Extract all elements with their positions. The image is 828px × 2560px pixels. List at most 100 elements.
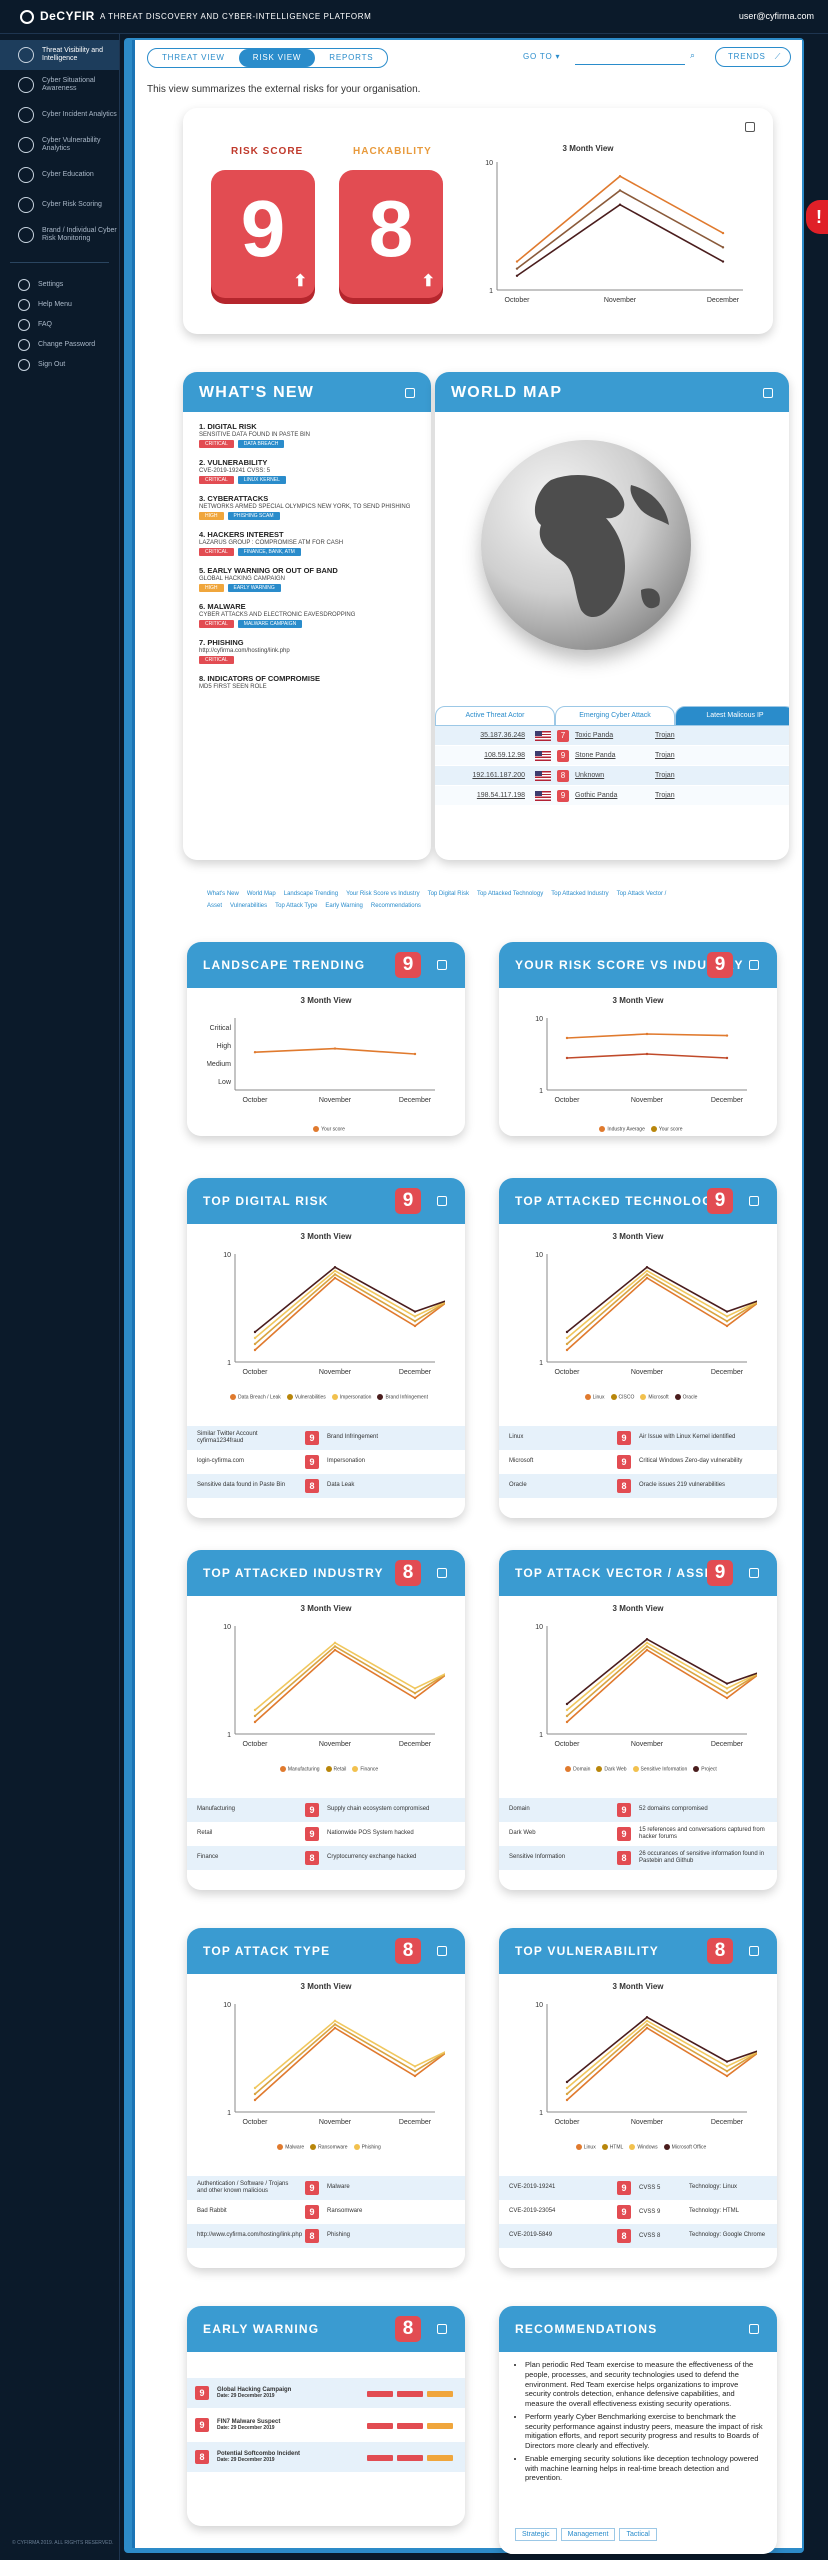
table-row[interactable]: Dark Web 9 15 references and conversations… xyxy=(499,1822,777,1846)
threat-actor[interactable]: Toxic Panda xyxy=(575,732,614,739)
quick-link[interactable]: Early Warning xyxy=(325,903,363,909)
table-row[interactable]: Bad Rabbit 9 Ransomware xyxy=(187,2200,465,2224)
goto-select[interactable]: GO TO ▾ xyxy=(523,52,560,61)
tab-emerging-cyber-attack[interactable]: Emerging Cyber Attack xyxy=(555,706,675,726)
quick-link[interactable]: Top Attacked Industry xyxy=(551,891,609,897)
sidebar-item-gauge[interactable]: Cyber Risk Scoring xyxy=(0,190,119,220)
quick-link[interactable]: World Map xyxy=(246,891,276,897)
tab-risk-view[interactable]: RISK VIEW xyxy=(238,49,316,67)
sidebar-item-radar[interactable]: Cyber Situational Awareness xyxy=(0,70,119,100)
sidebar-item-eye[interactable]: Threat Visibility and Intelligence xyxy=(0,40,119,70)
news-item[interactable]: 5. EARLY WARNING OR OUT OF BAND GLOBAL HA… xyxy=(199,566,421,592)
quick-link[interactable]: Top Attacked Technology xyxy=(476,891,544,897)
table-row[interactable]: Sensitive data found in Paste Bin 8 Data L… xyxy=(187,1474,465,1498)
search-icon[interactable]: ⌕ xyxy=(690,50,696,60)
tab-tactical[interactable]: Tactical xyxy=(619,2528,657,2541)
sidebar-item-bug[interactable]: Cyber Vulnerability Analytics xyxy=(0,130,119,160)
quick-link[interactable]: Top Attack Type xyxy=(275,903,318,909)
user-email[interactable]: user@cyfirma.com xyxy=(738,11,814,21)
expand-icon[interactable] xyxy=(749,960,759,970)
tab-reports[interactable]: REPORTS xyxy=(329,53,374,62)
table-row[interactable]: 108.59.12.98 9 Stone Panda Trojan xyxy=(435,746,789,766)
sidebar-item-faq[interactable]: FAQ xyxy=(0,315,119,335)
notification-badge[interactable]: ! xyxy=(806,200,828,234)
sidebar-item-analytics[interactable]: Cyber Incident Analytics xyxy=(0,100,119,130)
risk-badge[interactable]: 8 xyxy=(707,1938,733,1964)
quick-link[interactable]: Top Digital Risk xyxy=(427,891,469,897)
tab-active-threat-actor[interactable]: Active Threat Actor xyxy=(435,706,555,726)
table-row[interactable]: 35.187.36.248 7 Toxic Panda Trojan xyxy=(435,726,789,746)
table-row[interactable]: CVE-2019-19241 9 CVSS 5 Technology: Linux xyxy=(499,2176,777,2200)
quick-link[interactable]: Top Attack Vector / Asset xyxy=(207,891,667,909)
expand-icon[interactable] xyxy=(437,2324,447,2334)
risk-badge[interactable]: 8 xyxy=(395,2316,421,2342)
ip-address[interactable]: 108.59.12.98 xyxy=(484,752,525,759)
table-row[interactable]: 198.54.117.198 9 Gothic Panda Trojan xyxy=(435,786,789,806)
list-item[interactable]: 9 Global Hacking Campaign Date: 29 Decembe… xyxy=(187,2378,465,2408)
risk-badge[interactable]: 9 xyxy=(395,952,421,978)
goto-input[interactable] xyxy=(575,64,685,65)
expand-icon[interactable] xyxy=(437,1196,447,1206)
table-row[interactable]: Authentication / Software / Trojans and … xyxy=(187,2176,465,2200)
table-row[interactable]: Finance 8 Cryptocurrency exchange hacked xyxy=(187,1846,465,1870)
risk-badge[interactable]: 9 xyxy=(395,1188,421,1214)
expand-icon[interactable] xyxy=(405,388,415,398)
expand-icon[interactable] xyxy=(437,1568,447,1578)
tab-threat-view[interactable]: THREAT VIEW xyxy=(162,53,225,62)
expand-icon[interactable] xyxy=(749,1946,759,1956)
expand-icon[interactable] xyxy=(745,122,755,132)
expand-icon[interactable] xyxy=(763,388,773,398)
quick-link[interactable]: Recommendations xyxy=(370,903,421,909)
threat-actor[interactable]: Unknown xyxy=(575,772,605,779)
list-item[interactable]: 8 Potential Softcombo Incident Date: 29 De… xyxy=(187,2442,465,2472)
news-item[interactable]: 2. VULNERABILITY CVE-2019-19241 CVSS: 5 CR… xyxy=(199,458,421,484)
table-row[interactable]: CVE-2019-23054 9 CVSS 9 Technology: HTML xyxy=(499,2200,777,2224)
table-row[interactable]: Similar Twitter Account cyfirma1234fraud… xyxy=(187,1426,465,1450)
table-row[interactable]: Manufacturing 9 Supply chain ecosystem com… xyxy=(187,1798,465,1822)
threat-actor[interactable]: Stone Panda xyxy=(575,752,616,759)
table-row[interactable]: 192.161.187.200 8 Unknown Trojan xyxy=(435,766,789,786)
tab-management[interactable]: Management xyxy=(560,2528,616,2541)
quick-link[interactable]: Your Risk Score vs Industry xyxy=(346,891,420,897)
sidebar-item-gear[interactable]: Settings xyxy=(0,275,119,295)
brand-logo[interactable]: DeCYFIR xyxy=(20,9,95,24)
tab-strategic[interactable]: Strategic xyxy=(515,2528,557,2541)
hackability-tile[interactable]: 8 ⬆ xyxy=(339,170,443,298)
news-item[interactable]: 4. HACKERS INTEREST LAZARUS GROUP : COMPR… xyxy=(199,530,421,556)
table-row[interactable]: login-cyfirma.com 9 Impersonation xyxy=(187,1450,465,1474)
table-row[interactable]: Retail 9 Nationwide POS System hacked xyxy=(187,1822,465,1846)
threat-type[interactable]: Trojan xyxy=(655,792,675,799)
quick-link[interactable]: Vulnerabilities xyxy=(230,903,268,909)
threat-type[interactable]: Trojan xyxy=(655,732,675,739)
table-row[interactable]: Oracle 8 Oracle issues 219 vulnerabilities xyxy=(499,1474,777,1498)
sidebar-item-book[interactable]: Cyber Education xyxy=(0,160,119,190)
expand-icon[interactable] xyxy=(437,1946,447,1956)
news-item[interactable]: 3. CYBERATTACKS NETWORKS ARMED SPECIAL OL… xyxy=(199,494,421,520)
threat-type[interactable]: Trojan xyxy=(655,752,675,759)
risk-badge[interactable]: 9 xyxy=(707,952,733,978)
ip-address[interactable]: 192.161.187.200 xyxy=(472,772,525,779)
expand-icon[interactable] xyxy=(437,960,447,970)
ip-address[interactable]: 198.54.117.198 xyxy=(476,792,525,799)
globe-map[interactable] xyxy=(481,440,691,650)
table-row[interactable]: http://www.cyfirma.com/hosting/link.php 8… xyxy=(187,2224,465,2248)
tab-latest-malicious-ip[interactable]: Latest Malicous IP xyxy=(675,706,789,726)
risk-badge[interactable]: 9 xyxy=(707,1560,733,1586)
table-row[interactable]: Microsoft 9 Critical Windows Zero-day vuln… xyxy=(499,1450,777,1474)
sidebar-item-lock[interactable]: Change Password xyxy=(0,335,119,355)
table-row[interactable]: Linux 9 Air Issue with Linux Kernel identi… xyxy=(499,1426,777,1450)
risk-badge[interactable]: 8 xyxy=(395,1560,421,1586)
risk-score-tile[interactable]: 9 ⬆ xyxy=(211,170,315,298)
quick-link[interactable]: Landscape Trending xyxy=(283,891,339,897)
sidebar-item-help[interactable]: Help Menu xyxy=(0,295,119,315)
risk-badge[interactable]: 8 xyxy=(395,1938,421,1964)
expand-icon[interactable] xyxy=(749,1196,759,1206)
threat-actor[interactable]: Gothic Panda xyxy=(575,792,618,799)
list-item[interactable]: 9 FIN7 Malware Suspect Date: 29 December 2… xyxy=(187,2410,465,2440)
news-item[interactable]: 8. INDICATORS OF COMPROMISE MD5 FIRST SEE… xyxy=(199,674,421,690)
expand-icon[interactable] xyxy=(749,2324,759,2334)
threat-type[interactable]: Trojan xyxy=(655,772,675,779)
news-item[interactable]: 1. DIGITAL RISK SENSITIVE DATA FOUND IN P… xyxy=(199,422,421,448)
news-item[interactable]: 6. MALWARE CYBER ATTACKS AND ELECTRONIC E… xyxy=(199,602,421,628)
ip-address[interactable]: 35.187.36.248 xyxy=(480,732,525,739)
